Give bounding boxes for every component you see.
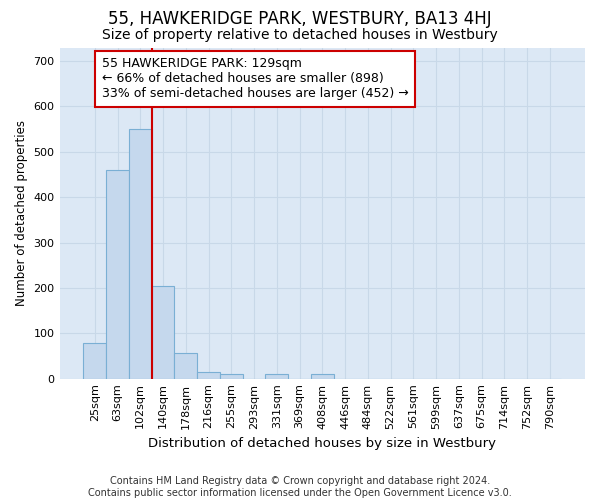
- Bar: [311, 374, 334, 378]
- Text: Contains HM Land Registry data © Crown copyright and database right 2024.
Contai: Contains HM Land Registry data © Crown c…: [88, 476, 512, 498]
- Bar: [106, 170, 129, 378]
- Text: 55, HAWKERIDGE PARK, WESTBURY, BA13 4HJ: 55, HAWKERIDGE PARK, WESTBURY, BA13 4HJ: [108, 10, 492, 28]
- Bar: [175, 353, 197, 378]
- Bar: [83, 344, 106, 378]
- Text: Size of property relative to detached houses in Westbury: Size of property relative to detached ho…: [102, 28, 498, 42]
- Y-axis label: Number of detached properties: Number of detached properties: [15, 120, 28, 306]
- X-axis label: Distribution of detached houses by size in Westbury: Distribution of detached houses by size …: [148, 437, 496, 450]
- Text: 55 HAWKERIDGE PARK: 129sqm
← 66% of detached houses are smaller (898)
33% of sem: 55 HAWKERIDGE PARK: 129sqm ← 66% of deta…: [101, 58, 409, 100]
- Bar: [265, 374, 288, 378]
- Bar: [220, 374, 242, 378]
- Bar: [152, 286, 175, 378]
- Bar: [129, 129, 152, 378]
- Bar: [197, 372, 220, 378]
